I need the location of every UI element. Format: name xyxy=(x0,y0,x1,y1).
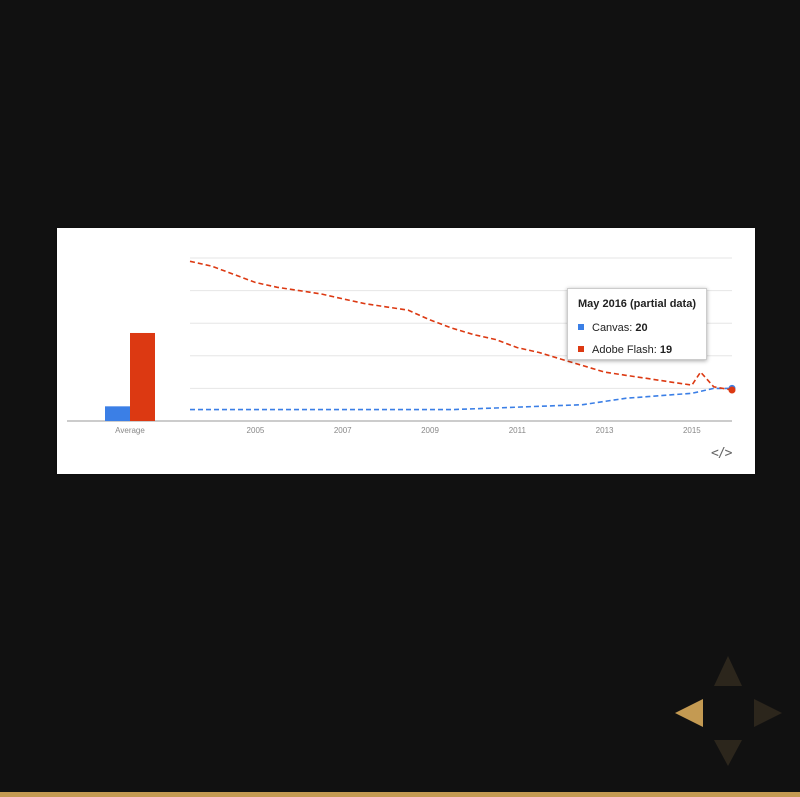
embed-code-icon[interactable]: </> xyxy=(711,446,733,461)
series-line-flash xyxy=(189,260,733,391)
series-line-canvas xyxy=(190,387,732,411)
series-endpoint-flash xyxy=(728,386,736,394)
tooltip-label-canvas: Canvas xyxy=(592,322,630,334)
x-tick-label: 2013 xyxy=(596,426,614,435)
average-bar-canvas xyxy=(105,406,130,421)
tooltip-value-flash: 19 xyxy=(659,344,673,356)
tooltip-title: May 2016 (partial data) xyxy=(578,298,696,310)
flash-swatch xyxy=(578,346,584,352)
x-tick-label: 2005 xyxy=(247,426,265,435)
chart-card: Average 2005 2007 2009 2011 2013 2015 May 2016… xyxy=(57,228,755,474)
x-tick-label: 2011 xyxy=(509,426,527,435)
slide-navigation xyxy=(672,656,800,770)
trends-chart: Average 2005 2007 2009 2011 2013 2015 xyxy=(67,257,736,435)
tooltip-value-canvas: 20 xyxy=(635,322,648,334)
tooltip-row-canvas: Canvas: 20 xyxy=(578,322,696,334)
nav-left-icon[interactable] xyxy=(675,699,703,727)
average-label: Average xyxy=(115,426,145,435)
tooltip-row-flash: Adobe Flash: 19 xyxy=(578,344,696,356)
nav-down-icon[interactable] xyxy=(714,740,742,766)
progress-bar xyxy=(0,792,800,797)
x-tick-label: 2009 xyxy=(421,426,439,435)
nav-up-icon[interactable] xyxy=(714,656,742,686)
chart-tooltip: May 2016 (partial data) Canvas: 20 Adobe… xyxy=(567,288,707,360)
average-bar-flash xyxy=(130,332,155,421)
x-tick-label: 2015 xyxy=(683,426,701,435)
tooltip-label-flash: Adobe Flash xyxy=(592,344,654,356)
nav-right-icon[interactable] xyxy=(754,699,782,727)
x-tick-label: 2007 xyxy=(334,426,352,435)
canvas-swatch xyxy=(578,324,584,330)
